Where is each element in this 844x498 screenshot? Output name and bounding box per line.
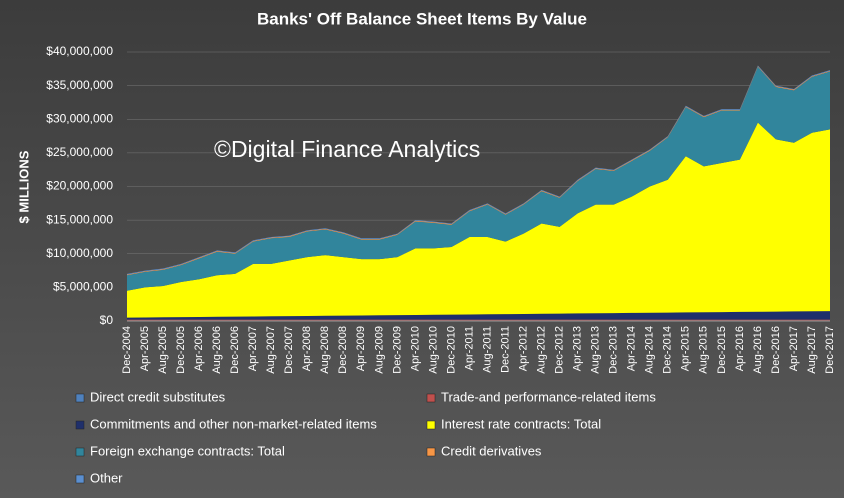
chart-title: Banks' Off Balance Sheet Items By Value <box>257 9 587 28</box>
x-tick-label: Apr-2008 <box>301 326 313 371</box>
x-tick-label: Dec-2005 <box>175 326 187 374</box>
x-tick-label: Dec-2004 <box>121 326 133 374</box>
x-tick-label: Aug-2006 <box>211 326 223 374</box>
legend-label: Direct credit substitutes <box>90 389 226 404</box>
x-tick-label: Aug-2005 <box>157 326 169 374</box>
y-tick-label: $30,000,000 <box>46 111 113 125</box>
y-tick-label: $35,000,000 <box>46 78 113 92</box>
x-tick-label: Apr-2005 <box>139 326 151 371</box>
x-tick-label: Apr-2016 <box>734 326 746 371</box>
x-tick-label: Dec-2008 <box>337 326 349 374</box>
x-tick-label: Dec-2014 <box>662 326 674 374</box>
x-tick-label: Apr-2015 <box>680 326 692 371</box>
x-tick-label: Aug-2007 <box>265 326 277 374</box>
legend-swatch <box>426 447 436 457</box>
legend-label: Foreign exchange contracts: Total <box>90 443 285 458</box>
y-tick-label: $15,000,000 <box>46 212 113 226</box>
x-tick-label: Apr-2013 <box>572 326 584 371</box>
x-tick-label: Apr-2012 <box>517 326 529 371</box>
watermark: ©Digital Finance Analytics <box>214 136 480 162</box>
x-tick-label: Aug-2010 <box>427 326 439 374</box>
plot-area: $0 $5,000,000 $10,000,000 $15,000,000 $20,00… <box>46 44 836 374</box>
area <box>127 311 830 320</box>
legend-label: Interest rate contracts: Total <box>441 416 601 431</box>
y-tick-label: $20,000,000 <box>46 179 113 193</box>
x-tick-label: Dec-2010 <box>445 326 457 374</box>
legend-swatch <box>75 474 85 484</box>
x-tick-label: Aug-2011 <box>481 326 493 373</box>
x-tick-label: Aug-2012 <box>535 326 547 374</box>
legend-label: Commitments and other non-market-related… <box>90 416 377 431</box>
y-tick-label: $40,000,000 <box>46 44 113 58</box>
x-tick-label: Aug-2016 <box>752 326 764 374</box>
x-tick-label: Apr-2009 <box>355 326 367 371</box>
x-tick-label: Aug-2008 <box>319 326 331 374</box>
x-tick-label: Apr-2007 <box>247 326 259 371</box>
x-tick-label: Dec-2013 <box>608 326 620 374</box>
legend-label: Trade-and performance-related items <box>441 389 656 404</box>
x-tick-label: Dec-2007 <box>283 326 295 374</box>
legend-label: Credit derivatives <box>441 443 542 458</box>
x-tick-label: Apr-2014 <box>626 326 638 371</box>
x-tick-label: Apr-2017 <box>788 326 800 371</box>
x-tick-label: Apr-2006 <box>193 326 205 371</box>
legend-swatch <box>426 393 436 403</box>
legend-label: Other <box>90 470 123 485</box>
area <box>127 319 830 321</box>
area <box>127 122 830 318</box>
y-tick-label: $0 <box>100 313 114 327</box>
x-tick-label: Dec-2015 <box>716 326 728 374</box>
x-tick-label: Dec-2011 <box>499 326 511 373</box>
area <box>127 66 830 291</box>
x-tick-label: Apr-2011 <box>463 326 475 370</box>
x-tick-label: Dec-2009 <box>391 326 403 374</box>
x-tick-label: Aug-2009 <box>373 326 385 374</box>
x-tick-label: Aug-2015 <box>698 326 710 374</box>
x-tick-label: Dec-2017 <box>824 326 836 374</box>
x-tick-label: Aug-2017 <box>806 326 818 374</box>
x-tick-label: Dec-2012 <box>554 326 566 374</box>
x-tick-label: Dec-2016 <box>770 326 782 374</box>
x-tick-label: Aug-2013 <box>590 326 602 374</box>
y-tick-label: $10,000,000 <box>46 246 113 260</box>
legend-swatch <box>75 447 85 457</box>
y-tick-label: $25,000,000 <box>46 145 113 159</box>
x-tick-label: Aug-2014 <box>644 326 656 374</box>
y-axis-label: $ MILLIONS <box>16 150 31 223</box>
legend-swatch <box>75 420 85 430</box>
legend-swatch <box>426 420 436 430</box>
x-tick-label: Dec-2006 <box>229 326 241 374</box>
legend-swatch <box>75 393 85 403</box>
y-tick-label: $5,000,000 <box>53 280 113 294</box>
x-tick-label: Apr-2010 <box>409 326 421 371</box>
